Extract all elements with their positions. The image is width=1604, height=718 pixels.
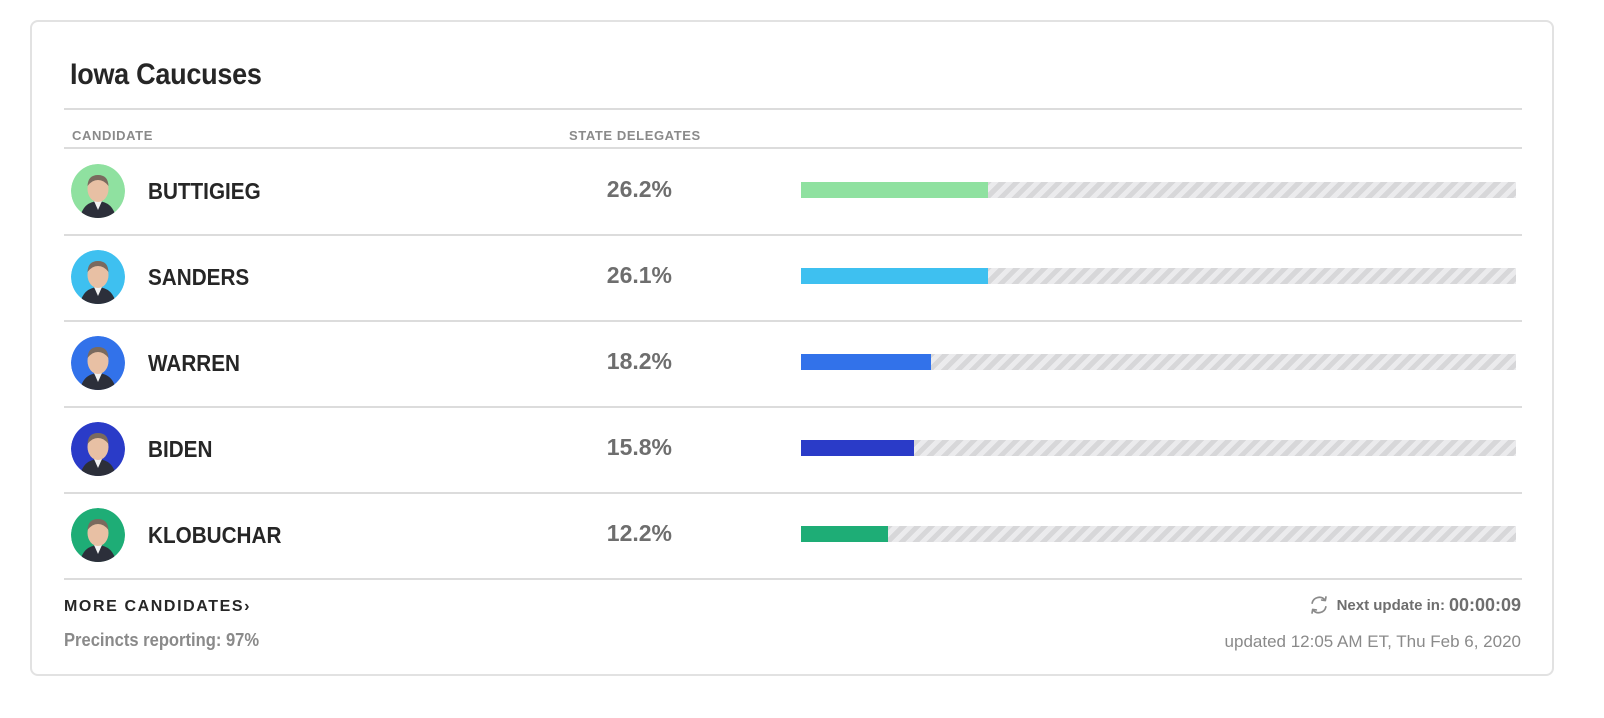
column-header-state-delegates: STATE DELEGATES <box>569 128 701 143</box>
candidate-avatar <box>71 336 125 390</box>
candidate-row: KLOBUCHAR 12.2% <box>64 492 1522 578</box>
delegate-percent: 18.2% <box>606 348 672 374</box>
delegate-bar-fill <box>801 526 889 542</box>
candidate-row: SANDERS 26.1% <box>64 234 1522 320</box>
candidate-name: BUTTIGIEG <box>148 178 261 204</box>
delegate-bar-fill <box>801 268 988 284</box>
precincts-reporting: Precincts reporting: 97% <box>64 630 260 650</box>
divider <box>64 578 1522 580</box>
divider <box>64 234 1522 236</box>
chevron-right-icon: › <box>244 598 250 615</box>
divider <box>64 320 1522 322</box>
divider <box>64 492 1522 494</box>
delegate-bar-fill <box>801 440 914 456</box>
delegate-bar-fill <box>801 354 932 370</box>
delegate-percent: 12.2% <box>606 520 672 546</box>
candidate-name: BIDEN <box>148 436 213 462</box>
delegate-bar-track <box>801 268 1516 284</box>
candidate-name: KLOBUCHAR <box>148 522 282 548</box>
last-updated-timestamp: updated 12:05 AM ET, Thu Feb 6, 2020 <box>1224 632 1521 651</box>
results-card: Iowa Caucuses CANDIDATE STATE DELEGATES … <box>30 20 1554 676</box>
column-header-candidate: CANDIDATE <box>72 128 153 143</box>
candidate-name: SANDERS <box>148 264 250 290</box>
candidate-avatar <box>71 508 125 562</box>
delegate-bar-track <box>801 440 1516 456</box>
delegate-bar-track <box>801 354 1516 370</box>
delegate-percent: 15.8% <box>606 434 672 460</box>
refresh-icon[interactable] <box>1308 594 1330 616</box>
candidate-avatar <box>71 422 125 476</box>
more-candidates-label: MORE CANDIDATES <box>64 598 245 615</box>
next-update-countdown: 00:00:09 <box>1448 594 1521 615</box>
delegate-bar-track <box>801 182 1516 198</box>
next-update: Next update in: 00:00:09 <box>1308 594 1521 616</box>
candidate-name: WARREN <box>148 350 241 376</box>
divider <box>64 108 1522 110</box>
candidate-row: BIDEN 15.8% <box>64 406 1522 492</box>
divider <box>64 147 1522 149</box>
delegate-bar-fill <box>801 182 989 198</box>
candidate-row: BUTTIGIEG 26.2% <box>64 148 1522 234</box>
page-title: Iowa Caucuses <box>70 58 262 91</box>
candidate-row: WARREN 18.2% <box>64 320 1522 406</box>
candidate-avatar <box>71 164 125 218</box>
delegate-percent: 26.1% <box>606 262 672 288</box>
more-candidates-link[interactable]: MORE CANDIDATES› <box>64 598 249 616</box>
delegate-percent: 26.2% <box>606 176 672 202</box>
divider <box>64 406 1522 408</box>
delegate-bar-track <box>801 526 1516 542</box>
candidate-avatar <box>71 250 125 304</box>
next-update-label: Next update in: <box>1336 596 1445 614</box>
